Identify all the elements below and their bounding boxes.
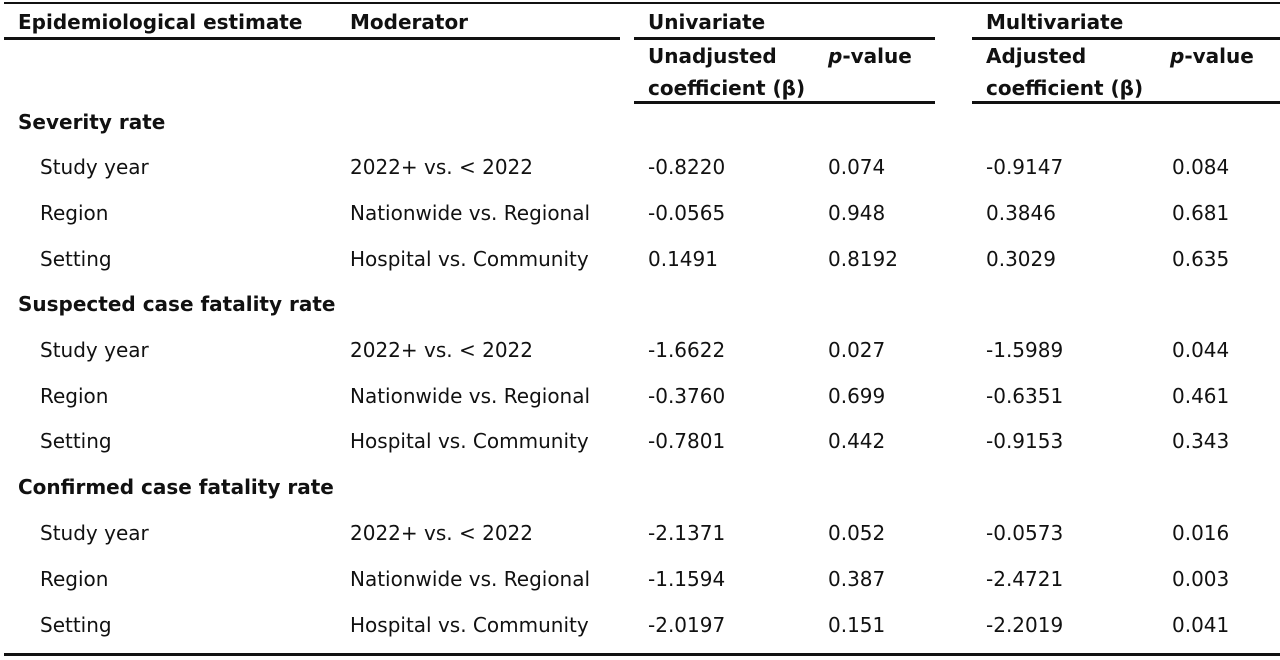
cell-uni-coef: -0.8220 [648,155,726,179]
header-univariate-p-value: p-value [828,42,912,70]
header-rule-left [4,37,620,40]
header-multivariate-p-value: p-value [1170,42,1254,70]
cell-uni-coef: -1.1594 [648,567,726,591]
cell-multi-coef: 0.3846 [986,201,1056,225]
header-unadjusted-coefficient: Unadjusted coefficient (β) [648,42,805,102]
cell-moderator: Nationwide vs. Regional [350,201,591,225]
header-univariate: Univariate [648,10,766,34]
cell-uni-p: 0.387 [828,567,886,591]
header-estimate: Epidemiological estimate [18,10,303,34]
cell-multi-p: 0.041 [1172,613,1230,637]
cell-uni-coef: -2.0197 [648,613,726,637]
cell-multi-p: 0.343 [1172,429,1230,453]
section-title-severity: Severity rate [18,110,166,134]
cell-multi-coef: 0.3029 [986,247,1056,271]
cell-multi-coef: -0.6351 [986,384,1064,408]
cell-estimate: Region [40,384,109,408]
cell-moderator: Hospital vs. Community [350,247,589,271]
header-rule-univariate [634,37,935,40]
header-moderator: Moderator [350,10,469,34]
section-title-suspected-cfr: Suspected case fatality rate [18,292,336,316]
cell-uni-coef: -0.0565 [648,201,726,225]
cell-estimate: Study year [40,521,149,545]
header-unadjusted-line1: Unadjusted [648,44,777,68]
cell-uni-p: 0.052 [828,521,886,545]
cell-moderator: Hospital vs. Community [350,429,589,453]
cell-multi-coef: -2.4721 [986,567,1064,591]
cell-moderator: Hospital vs. Community [350,613,589,637]
cell-uni-coef: -0.3760 [648,384,726,408]
cell-multi-p: 0.016 [1172,521,1230,545]
cell-estimate: Setting [40,613,112,637]
top-rule [4,2,1280,4]
cell-uni-p: 0.442 [828,429,886,453]
cell-estimate: Setting [40,247,112,271]
cell-moderator: 2022+ vs. < 2022 [350,338,533,362]
header-rule-multivariate [972,37,1280,40]
cell-estimate: Study year [40,338,149,362]
cell-estimate: Region [40,567,109,591]
cell-uni-coef: 0.1491 [648,247,718,271]
cell-moderator: 2022+ vs. < 2022 [350,521,533,545]
cell-multi-coef: -2.2019 [986,613,1064,637]
header-adjusted-line1: Adjusted [986,44,1087,68]
cell-multi-p: 0.084 [1172,155,1230,179]
cell-moderator: Nationwide vs. Regional [350,384,591,408]
p-italic: p [828,44,843,68]
cell-moderator: Nationwide vs. Regional [350,567,591,591]
cell-uni-coef: -2.1371 [648,521,726,545]
p-italic: p [1170,44,1185,68]
cell-multi-p: 0.003 [1172,567,1230,591]
cell-multi-coef: -0.9147 [986,155,1064,179]
header-unadjusted-line2: coefficient (β) [648,76,806,100]
subheader-rule-multivariate [972,101,1280,104]
header-adjusted-line2: coefficient (β) [986,76,1144,100]
p-suffix: -value [1184,44,1254,68]
p-suffix: -value [842,44,912,68]
cell-estimate: Region [40,201,109,225]
cell-uni-p: 0.151 [828,613,886,637]
cell-uni-p: 0.699 [828,384,886,408]
cell-multi-coef: -0.0573 [986,521,1064,545]
cell-uni-coef: -1.6622 [648,338,726,362]
cell-multi-p: 0.681 [1172,201,1230,225]
cell-uni-p: 0.074 [828,155,886,179]
header-adjusted-coefficient: Adjusted coefficient (β) [986,42,1143,102]
cell-moderator: 2022+ vs. < 2022 [350,155,533,179]
cell-multi-coef: -0.9153 [986,429,1064,453]
cell-multi-p: 0.461 [1172,384,1230,408]
cell-multi-p: 0.044 [1172,338,1230,362]
cell-uni-p: 0.948 [828,201,886,225]
cell-uni-p: 0.027 [828,338,886,362]
subheader-rule-univariate [634,101,935,104]
cell-uni-coef: -0.7801 [648,429,726,453]
bottom-rule [4,653,1280,656]
section-title-confirmed-cfr: Confirmed case fatality rate [18,475,334,499]
cell-estimate: Setting [40,429,112,453]
cell-estimate: Study year [40,155,149,179]
cell-multi-p: 0.635 [1172,247,1230,271]
cell-uni-p: 0.8192 [828,247,898,271]
cell-multi-coef: -1.5989 [986,338,1064,362]
header-multivariate: Multivariate [986,10,1124,34]
